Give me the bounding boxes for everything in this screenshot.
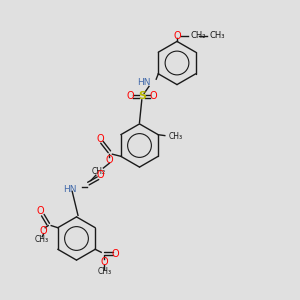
- Text: CH₃: CH₃: [210, 32, 226, 40]
- Text: CH₂: CH₂: [190, 32, 206, 40]
- Text: O: O: [97, 170, 104, 180]
- Text: O: O: [173, 31, 181, 41]
- Text: CH₂: CH₂: [92, 167, 106, 176]
- Text: O: O: [106, 155, 113, 165]
- Text: O: O: [112, 249, 119, 259]
- Text: CH₃: CH₃: [97, 267, 111, 276]
- Text: HN: HN: [63, 184, 76, 194]
- Text: O: O: [40, 226, 47, 236]
- Text: O: O: [97, 134, 104, 144]
- Text: CH₃: CH₃: [169, 132, 183, 141]
- Text: O: O: [100, 257, 108, 267]
- Text: O: O: [149, 91, 157, 101]
- Text: O: O: [127, 91, 134, 101]
- Text: HN: HN: [137, 78, 151, 87]
- Text: O: O: [37, 206, 44, 217]
- Text: S: S: [138, 91, 146, 101]
- Text: CH₃: CH₃: [34, 235, 48, 244]
